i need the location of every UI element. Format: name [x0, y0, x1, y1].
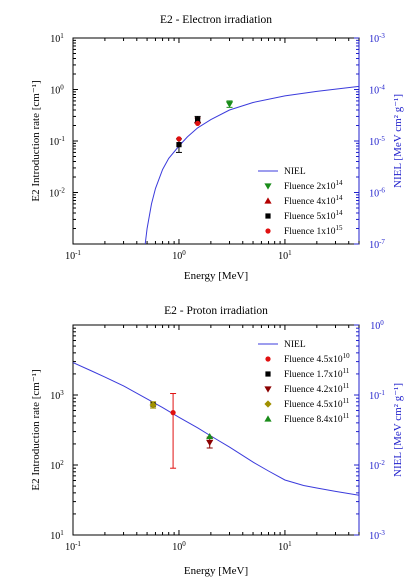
- y-axis-label: E2 Introduction rate [cm⁻¹]: [30, 369, 42, 490]
- x-axis-label: Energy [MeV]: [184, 270, 248, 282]
- y-tick-label: 102: [50, 459, 64, 472]
- x-axis-label: Energy [MeV]: [184, 565, 248, 577]
- data-point: [149, 401, 157, 409]
- legend-marker: [264, 415, 272, 422]
- chart-title: E2 - Electron irradiation: [160, 14, 272, 26]
- data-point: [170, 410, 176, 416]
- y-tick-label: 100: [50, 84, 64, 97]
- y2-tick-label: 10-4: [369, 84, 385, 97]
- x-tick-label: 101: [278, 540, 292, 553]
- y2-axis-label: NIEL [MeV cm² g⁻¹]: [392, 94, 404, 188]
- legend-marker: [264, 400, 272, 408]
- electron-irradiation-chart: E2 - Electron irradiation 10-1 100 101 10-2 1…: [30, 14, 404, 282]
- y-axis-label: E2 Introduction rate [cm⁻¹]: [30, 80, 42, 201]
- legend-marker: [264, 386, 272, 393]
- x-tick-label: 101: [278, 249, 292, 262]
- data-point: [206, 439, 214, 447]
- legend-label: Fluence 4x1014: [284, 194, 343, 207]
- y2-tick-label: 10-5: [369, 135, 385, 148]
- legend-marker: [265, 371, 271, 377]
- y2-tick-label: 10-2: [369, 459, 385, 472]
- legend-marker: [265, 228, 271, 234]
- legend-label: Fluence 8.4x1011: [284, 412, 350, 425]
- x-tick-label: 100: [172, 249, 186, 262]
- y-tick-label: 103: [50, 389, 64, 402]
- legend-label: Fluence 4.5x1011: [284, 397, 350, 410]
- data-point: [206, 432, 214, 440]
- legend-marker: [264, 197, 272, 204]
- legend-niel-label: NIEL: [284, 167, 306, 177]
- legend-label: Fluence 4.2x1011: [284, 382, 350, 395]
- data-point: [225, 101, 234, 108]
- y2-tick-label: 100: [370, 319, 384, 332]
- y-tick-label: 101: [50, 529, 64, 542]
- niel-curve: [73, 362, 359, 496]
- y2-axis-label: NIEL [MeV cm² g⁻¹]: [392, 383, 404, 477]
- y2-tick-label: 10-3: [369, 32, 385, 45]
- proton-irradiation-chart: E2 - Proton irradiation 10-1 100 101 101 102 1…: [30, 305, 404, 577]
- data-point: [176, 142, 182, 148]
- y2-tick-label: 10-1: [369, 389, 385, 402]
- data-point: [195, 117, 201, 123]
- legend-label: Fluence 1x1015: [284, 224, 343, 237]
- x-tick-label: 10-1: [65, 540, 81, 553]
- legend-marker: [264, 183, 272, 190]
- y-tick-label: 10-2: [49, 187, 65, 200]
- y2-tick-label: 10-3: [369, 529, 385, 542]
- y-tick-label: 101: [50, 32, 64, 45]
- y2-tick-label: 10-7: [369, 238, 385, 251]
- legend-marker: [265, 213, 271, 219]
- legend-label: Fluence 2x1014: [284, 179, 343, 192]
- y-tick-label: 10-1: [49, 135, 65, 148]
- data-point: [176, 136, 182, 142]
- chart-title: E2 - Proton irradiation: [164, 305, 268, 317]
- data-point: [195, 120, 201, 126]
- x-tick-label: 10-1: [65, 249, 81, 262]
- legend-marker: [265, 356, 271, 362]
- legend-label: Fluence 1.7x1011: [284, 367, 350, 380]
- legend-niel-label: NIEL: [284, 340, 306, 350]
- y2-tick-label: 10-6: [369, 187, 385, 200]
- x-tick-label: 100: [172, 540, 186, 553]
- niel-curve: [144, 85, 359, 244]
- legend-label: Fluence 5x1014: [284, 209, 343, 222]
- legend-label: Fluence 4.5x1010: [284, 352, 350, 365]
